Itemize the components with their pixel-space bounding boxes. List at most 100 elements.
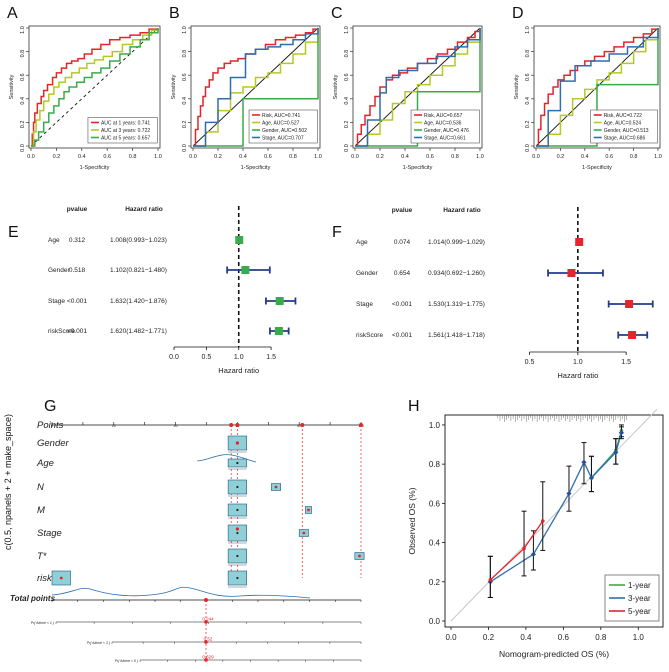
- legend-label: Risk, AUC=0.657: [424, 113, 462, 119]
- row-hazard-ratio: 1.102(0.821−1.480): [110, 267, 167, 274]
- y-tick-label: 0.2: [182, 121, 188, 129]
- legend-box: [87, 117, 158, 144]
- legend-label: Age, AUC=0.524: [604, 121, 642, 127]
- y-tick-label: 0.4: [344, 97, 350, 105]
- covariate-selected: [358, 554, 361, 558]
- y-tick-label: 0.4: [525, 97, 531, 105]
- row-label: Gender: [48, 267, 71, 274]
- covariate-selected: [274, 485, 278, 489]
- calibration-line-5-year: [489, 520, 544, 581]
- x-tick-label: 0.8: [289, 154, 297, 160]
- y-axis-label: Sensitivity: [514, 74, 520, 99]
- hr-marker: [241, 266, 250, 274]
- row-hazard-ratio: 0.934(0.692−1.260): [428, 270, 485, 277]
- x-axis-label: Nomogram-predicted OS (%): [499, 649, 609, 659]
- hr-marker: [628, 331, 637, 339]
- calibration-line-1-year: [590, 430, 623, 479]
- age-density-curve: [197, 454, 257, 463]
- x-tick-label: 0.0: [532, 154, 540, 160]
- y-axis-label: Observed OS (%): [407, 487, 417, 554]
- y-tick-label: 0.0: [20, 144, 26, 152]
- probability-marker: [204, 620, 208, 624]
- legend-label: Age, AUC=0.527: [262, 121, 300, 127]
- legend-label: Stage, AUC=0.707: [262, 136, 304, 142]
- y-tick-label: 0.8: [20, 50, 26, 58]
- y-tick-label: 1.0: [20, 26, 26, 34]
- y-tick-label: 0.0: [429, 617, 441, 626]
- roc-curve-1-years: [31, 28, 159, 147]
- calibration-point: [530, 551, 536, 557]
- roc-curve-stage: [536, 28, 659, 147]
- legend-label: Risk, AUC=0.722: [604, 113, 642, 119]
- y-tick-label: 1.0: [182, 26, 188, 34]
- row-hazard-ratio: 1.008(0.993−1.023): [110, 237, 167, 244]
- roc-curve-risk: [355, 28, 481, 147]
- plot-frame: [444, 414, 664, 628]
- y-tick-label: 0.6: [182, 73, 188, 81]
- legend-label: AUC at 5 years: 0.657: [101, 136, 150, 142]
- probability-row-label: Pr( futime < 3 ): [87, 641, 110, 645]
- x-axis-label: 1-Specificity: [582, 165, 612, 171]
- row-hazard-ratio: 1.620(1.482−1.771): [110, 328, 167, 335]
- y-tick-label: 0.8: [344, 50, 350, 58]
- x-tick-label: 0.0: [351, 154, 359, 160]
- y-axis-label: Sensitivity: [171, 74, 177, 99]
- x-tick-label: 0.8: [595, 633, 607, 642]
- panel-letter-G: G: [44, 398, 56, 415]
- hr-marker: [575, 238, 584, 246]
- ideal-line: [450, 408, 658, 622]
- nomogram-row-label: Age: [36, 458, 54, 469]
- roc-curve-risk: [193, 28, 319, 147]
- projection-point: [300, 423, 305, 427]
- row-label: Stage: [356, 301, 373, 308]
- calibration-point: [581, 459, 587, 465]
- row-hazard-ratio: 1.530(1.319−1.775): [428, 301, 485, 308]
- covariate-selected: [59, 576, 63, 580]
- x-axis-label: 1-Specificity: [80, 165, 110, 171]
- nomogram-row-label: T*: [37, 551, 47, 562]
- legend-label: Risk, AUC=0.741: [262, 113, 300, 119]
- x-tick-label: 0.2: [557, 154, 565, 160]
- x-axis-label: Hazard ratio: [557, 371, 598, 380]
- row-hazard-ratio: 1.561(1.418−1.718): [428, 332, 485, 339]
- legend-box: [248, 109, 318, 144]
- legend-label: AUC at 1 years: 0.741: [101, 121, 150, 127]
- plot-frame: [28, 25, 161, 149]
- calibration-point: [618, 430, 625, 436]
- column-header-hazard-ratio: Hazard ratio: [443, 207, 481, 214]
- covariate-selected: [302, 531, 306, 535]
- x-tick-label: 0.0: [169, 354, 179, 361]
- legend-label: Gender, AUC=0.513: [604, 128, 649, 134]
- calibration-line-3-year: [489, 432, 623, 583]
- panel-letter-D: D: [512, 5, 524, 22]
- x-tick-label: 1.0: [654, 154, 662, 160]
- x-tick-label: 0.6: [558, 633, 570, 642]
- roc-curve-gender: [536, 28, 659, 147]
- row-pvalue: <0.001: [392, 332, 412, 339]
- covariate-mean: [236, 508, 239, 512]
- row-pvalue: 0.312: [69, 237, 86, 244]
- covariate-selected: [235, 527, 239, 531]
- y-tick-label: 0.6: [344, 73, 350, 81]
- calibration-point: [613, 449, 619, 455]
- row-label: riskScore: [48, 328, 75, 335]
- legend-label: 3-year: [628, 594, 651, 603]
- legend-label: 5-year: [628, 607, 651, 616]
- legend-label: Gender, AUC=0.476: [424, 128, 469, 134]
- points-tick-label: 0: [51, 424, 53, 428]
- covariate-mean: [236, 554, 239, 558]
- legend-label: Gender, AUC=0.502: [262, 128, 307, 134]
- y-tick-label: 0.2: [20, 121, 26, 129]
- legend-label: Stage, AUC=0.661: [424, 136, 466, 142]
- hr-marker: [567, 269, 576, 277]
- plot-frame: [352, 25, 483, 149]
- y-tick-label: 0.2: [429, 578, 441, 587]
- projection-point: [235, 423, 240, 427]
- y-tick-label: 0.6: [429, 499, 441, 508]
- roc-curve-age: [536, 28, 659, 147]
- calibration-point: [522, 546, 526, 551]
- y-tick-label: 0.6: [525, 73, 531, 81]
- nomogram-row-label: Total points: [10, 594, 56, 603]
- legend-label: Stage, AUC=0.686: [604, 136, 646, 142]
- nomogram-row-label: Points: [37, 420, 64, 431]
